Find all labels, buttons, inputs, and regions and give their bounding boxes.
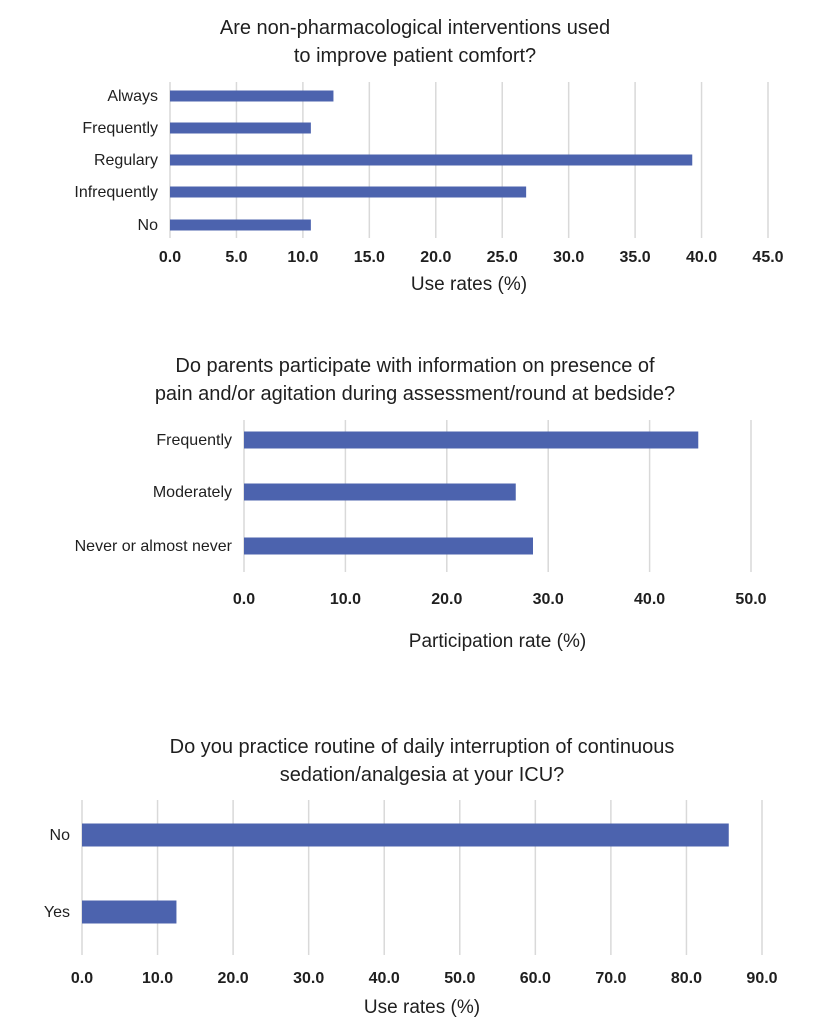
bar-yes bbox=[82, 900, 177, 924]
x-tick-label: 10.0 bbox=[142, 970, 173, 987]
category-label: Always bbox=[107, 88, 158, 105]
category-label: Moderately bbox=[153, 484, 232, 501]
category-label: Frequently bbox=[156, 432, 232, 449]
chart-title-line: Are non-pharmacological interventions us… bbox=[220, 17, 610, 39]
bar-frequently bbox=[170, 122, 311, 134]
x-tick-label: 50.0 bbox=[735, 591, 766, 608]
x-axis-label: Use rates (%) bbox=[364, 997, 480, 1018]
bar-moderately bbox=[244, 483, 516, 501]
chart-title-line: pain and/or agitation during assessment/… bbox=[155, 383, 675, 405]
category-label: No bbox=[138, 217, 159, 234]
bar-always bbox=[170, 90, 334, 102]
x-axis-label: Use rates (%) bbox=[411, 274, 527, 295]
x-tick-label: 45.0 bbox=[752, 249, 783, 266]
chart-title-line: to improve patient comfort? bbox=[294, 45, 536, 67]
x-tick-label: 80.0 bbox=[671, 970, 702, 987]
x-axis-label: Participation rate (%) bbox=[409, 631, 586, 652]
bar-no bbox=[170, 219, 311, 231]
category-label: Infrequently bbox=[74, 184, 158, 201]
category-label: No bbox=[50, 827, 71, 844]
x-tick-label: 20.0 bbox=[218, 970, 249, 987]
x-tick-label: 10.0 bbox=[330, 591, 361, 608]
x-tick-label: 90.0 bbox=[746, 970, 777, 987]
x-tick-label: 0.0 bbox=[159, 249, 181, 266]
category-label: Frequently bbox=[82, 120, 158, 137]
x-tick-label: 40.0 bbox=[686, 249, 717, 266]
chart-daily-sedation-interruption: Do you practice routine of daily interru… bbox=[44, 736, 778, 1018]
category-label: Regulary bbox=[94, 152, 158, 169]
x-tick-label: 70.0 bbox=[595, 970, 626, 987]
category-label: Yes bbox=[44, 904, 70, 921]
bar-never-or-almost-never bbox=[244, 537, 533, 555]
x-tick-label: 40.0 bbox=[634, 591, 665, 608]
bar-no bbox=[82, 823, 729, 847]
category-label: Never or almost never bbox=[75, 538, 233, 555]
x-tick-label: 0.0 bbox=[233, 591, 255, 608]
x-tick-label: 50.0 bbox=[444, 970, 475, 987]
chart-parent-participation: Do parents participate with information … bbox=[75, 355, 767, 652]
bar-frequently bbox=[244, 431, 699, 449]
x-tick-label: 35.0 bbox=[620, 249, 651, 266]
x-tick-label: 40.0 bbox=[369, 970, 400, 987]
x-tick-label: 5.0 bbox=[225, 249, 247, 266]
x-tick-label: 25.0 bbox=[487, 249, 518, 266]
bar-regulary bbox=[170, 154, 693, 166]
chart-title-line: sedation/analgesia at your ICU? bbox=[280, 764, 565, 786]
chart-non-pharmacological-interventions: Are non-pharmacological interventions us… bbox=[74, 17, 783, 295]
chart-title-line: Do you practice routine of daily interru… bbox=[170, 736, 675, 758]
x-tick-label: 0.0 bbox=[71, 970, 93, 987]
x-tick-label: 15.0 bbox=[354, 249, 385, 266]
x-tick-label: 30.0 bbox=[533, 591, 564, 608]
x-tick-label: 60.0 bbox=[520, 970, 551, 987]
x-tick-label: 30.0 bbox=[293, 970, 324, 987]
x-tick-label: 20.0 bbox=[431, 591, 462, 608]
x-tick-label: 30.0 bbox=[553, 249, 584, 266]
x-tick-label: 10.0 bbox=[287, 249, 318, 266]
x-tick-label: 20.0 bbox=[420, 249, 451, 266]
bar-infrequently bbox=[170, 186, 527, 198]
chart-title-line: Do parents participate with information … bbox=[175, 355, 655, 377]
